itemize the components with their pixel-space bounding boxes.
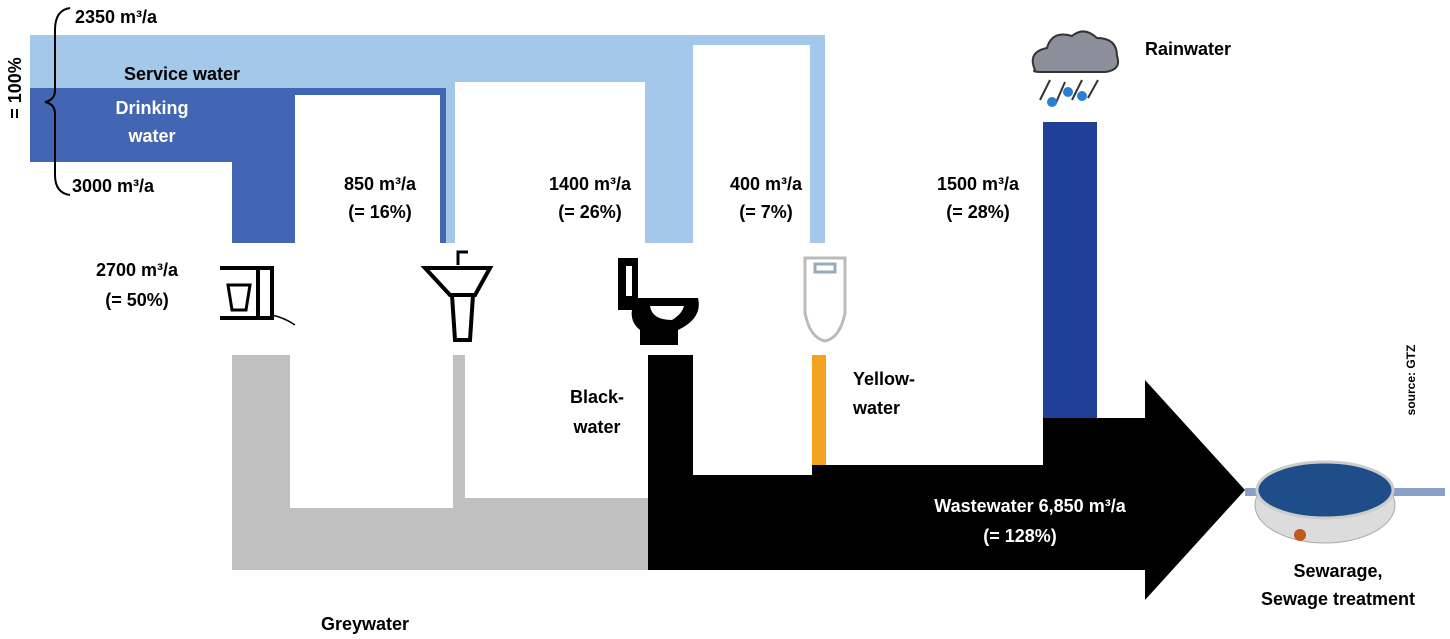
wastewater-arrow: [648, 355, 1245, 600]
service-label: Service water: [124, 64, 240, 84]
blackwater-label: water: [572, 417, 620, 437]
use-share: (= 26%): [558, 202, 622, 222]
treatment-label: Sewarage,: [1293, 561, 1382, 581]
use-amount: 1500 m³/a: [937, 174, 1020, 194]
blackwater-label: Black-: [570, 387, 624, 407]
yellowwater-flow: [812, 355, 826, 467]
use-share: (= 7%): [739, 202, 793, 222]
drinking-label: Drinking: [115, 98, 188, 118]
yellowwater-label: Yellow-: [853, 369, 915, 389]
toilet-icon: [618, 258, 699, 345]
drinking-water-branch: [440, 88, 446, 243]
gap: [455, 82, 645, 244]
coffee-machine-icon: [220, 266, 296, 326]
wastewater-share: (= 128%): [983, 526, 1057, 546]
yellowwater-label: water: [852, 398, 900, 418]
use-amount: 850 m³/a: [344, 174, 417, 194]
use-amount: 400 m³/a: [730, 174, 803, 194]
use-share: (= 16%): [348, 202, 412, 222]
gap: [465, 355, 648, 498]
urinal-icon: [803, 256, 847, 343]
wastewater-label: Wastewater 6,850 m³/a: [934, 496, 1126, 516]
use-amount: 1400 m³/a: [549, 174, 632, 194]
rain-flow: [1043, 122, 1097, 422]
rainwater-label: Rainwater: [1145, 39, 1231, 59]
drinking-amount: 3000 m³/a: [72, 176, 155, 196]
drinking-water-branch: [232, 88, 295, 243]
treatment-label: Sewage treatment: [1261, 589, 1415, 609]
sink-icon: [420, 250, 494, 342]
rain-cloud-icon: [1031, 30, 1120, 107]
treatment-plant-icon: [1245, 460, 1445, 544]
greywater-label: Greywater: [321, 614, 409, 634]
total-label: = 100%: [5, 57, 25, 119]
drinking-label: water: [127, 126, 175, 146]
brace: [44, 7, 71, 196]
use-share: (= 28%): [946, 202, 1010, 222]
gap: [295, 95, 440, 244]
gap: [693, 45, 810, 244]
use-amount: 2700 m³/a: [96, 260, 179, 280]
source-note: source: GTZ: [1404, 345, 1418, 416]
use-share: (= 50%): [105, 290, 169, 310]
gap: [290, 355, 453, 508]
gap: [30, 162, 232, 244]
service-amount: 2350 m³/a: [75, 7, 158, 27]
